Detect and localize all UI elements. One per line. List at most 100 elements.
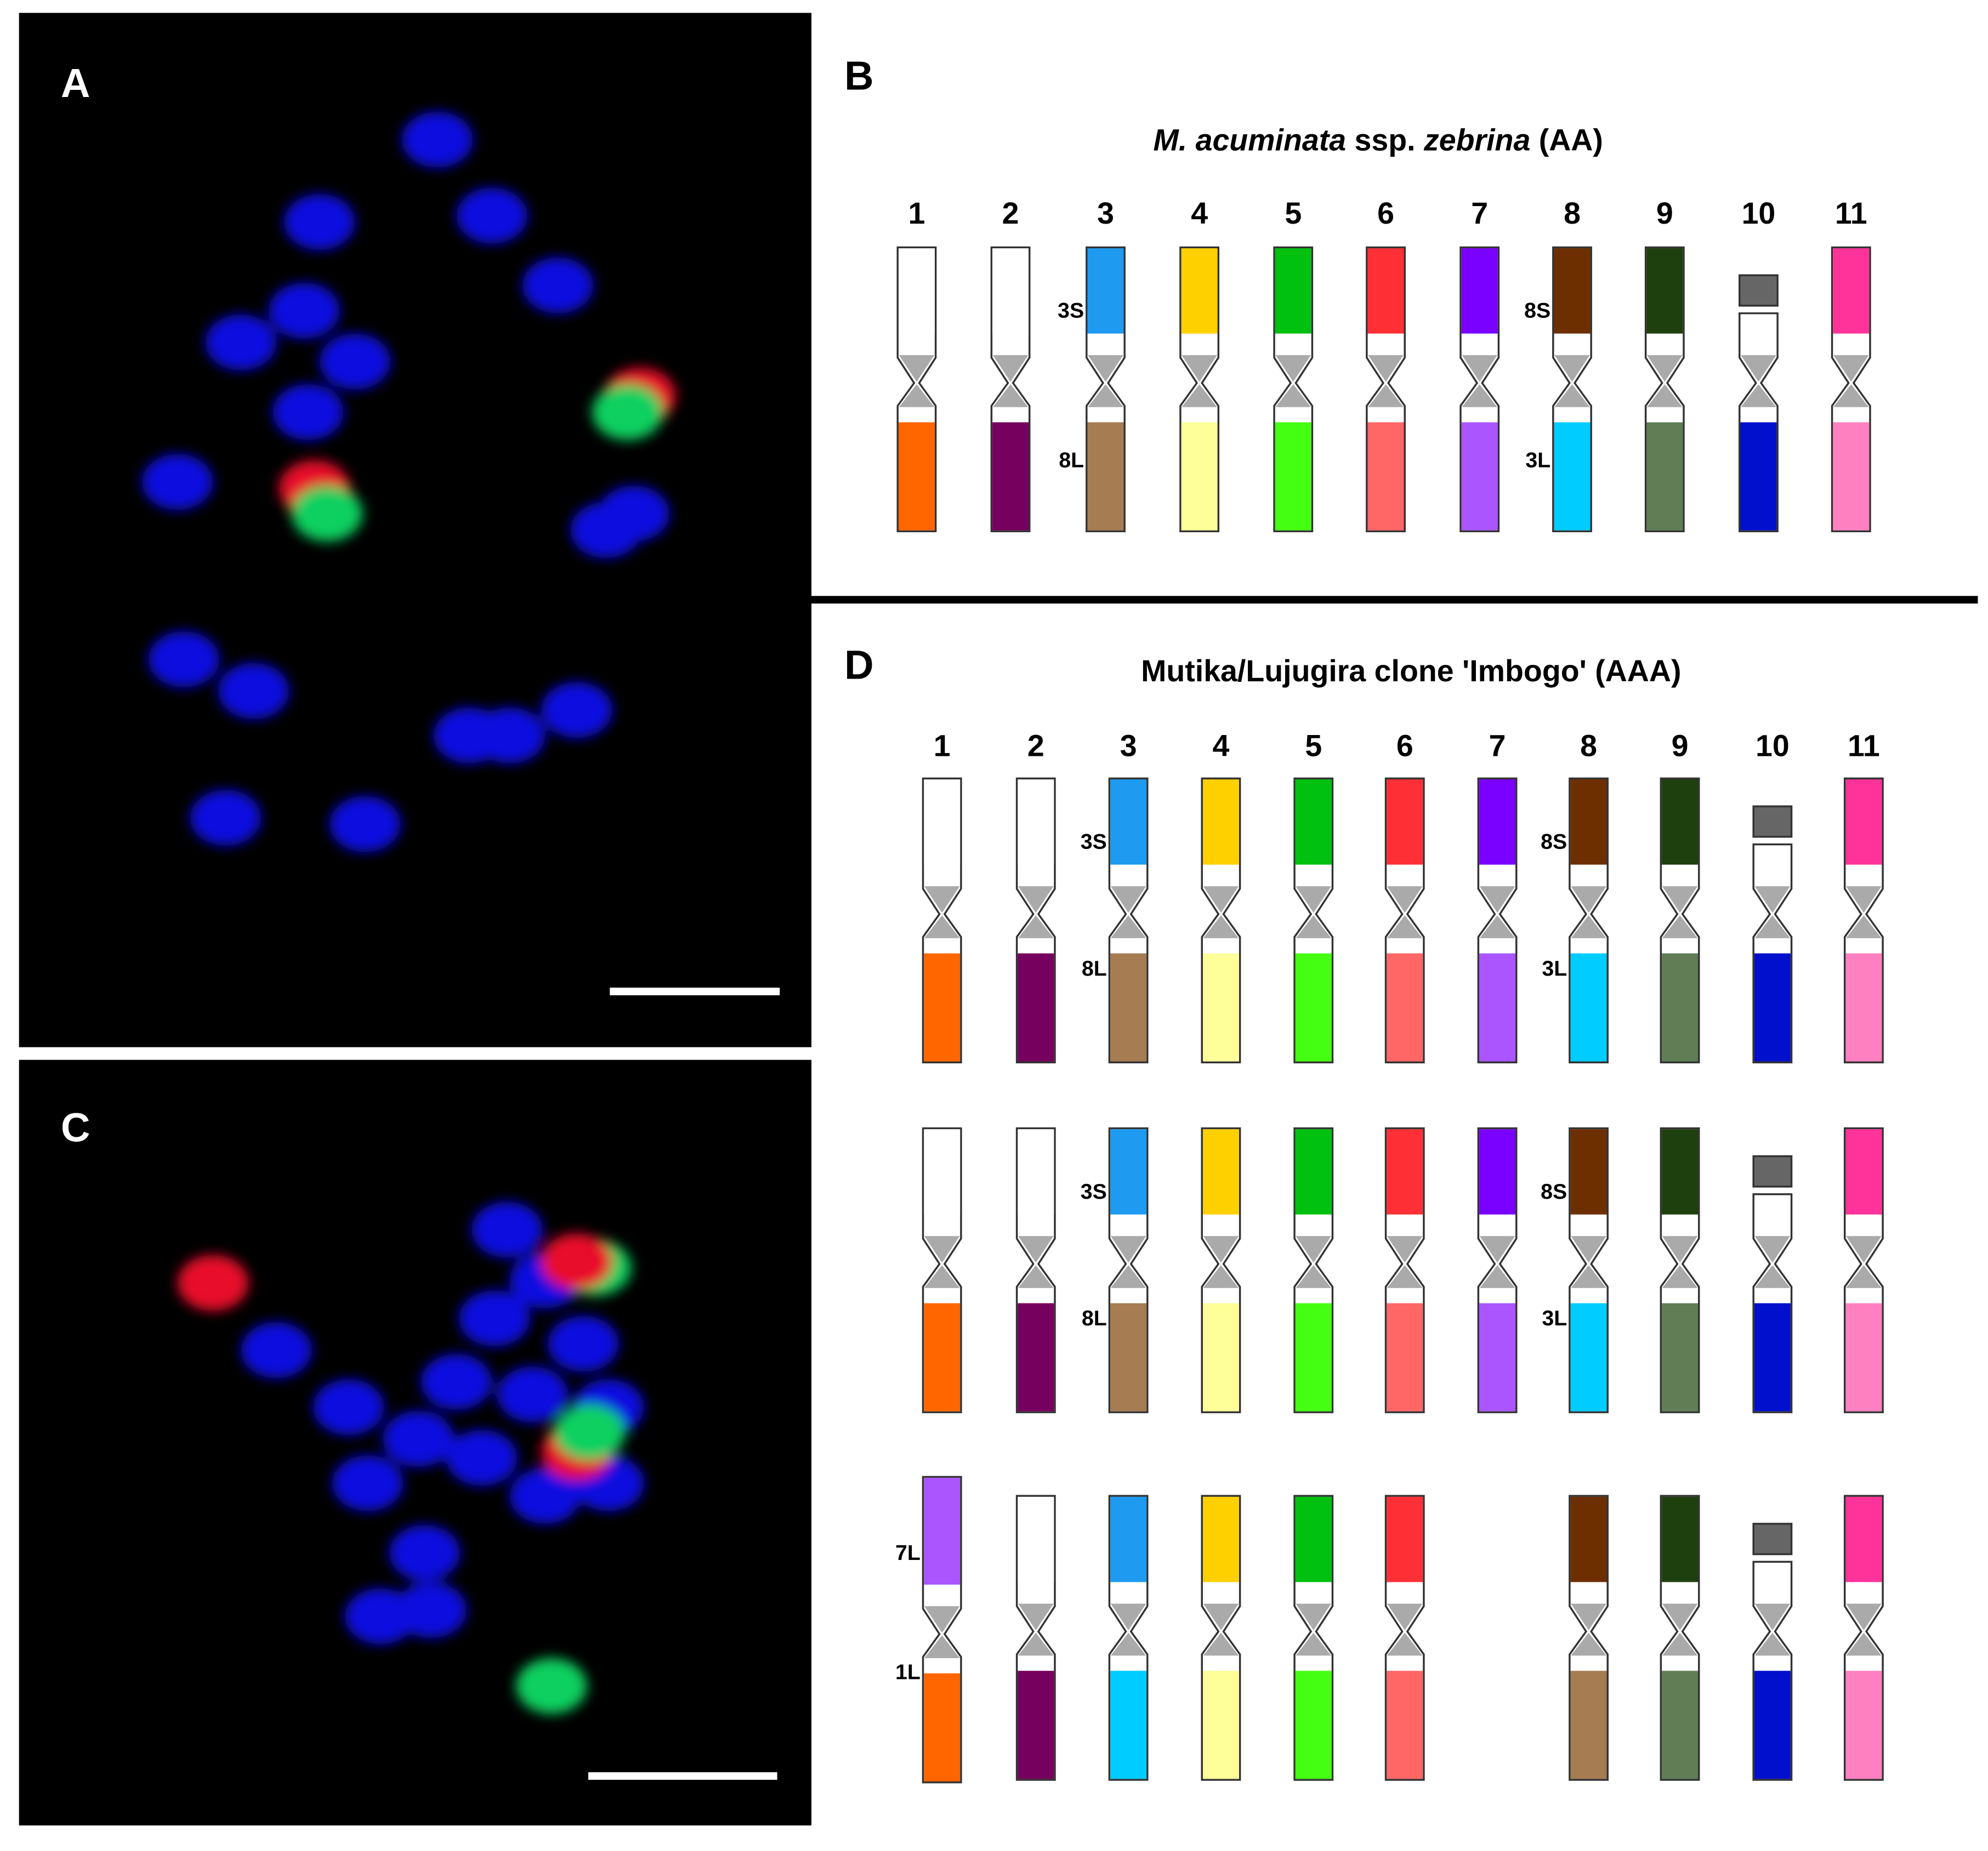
short-arm: [924, 1129, 961, 1215]
chromosome: [1552, 246, 1592, 533]
satellite: [1739, 274, 1779, 307]
chromosome-number: 3: [1097, 196, 1114, 230]
centromere: [924, 1236, 960, 1288]
chromosome-number: 6: [1396, 728, 1413, 762]
long-arm: [1833, 422, 1870, 531]
chromosome-number: 11: [1848, 728, 1880, 762]
long-arm: [1646, 422, 1683, 531]
short-arm: [1479, 1129, 1516, 1215]
centromere: [1387, 1236, 1423, 1288]
satellite: [1752, 1155, 1793, 1188]
centromere: [1203, 1236, 1239, 1288]
long-arm: [898, 422, 935, 531]
short-arm: [1202, 1496, 1239, 1582]
signal: [313, 1379, 384, 1436]
chromosome: [990, 246, 1031, 533]
chromosome: [1843, 777, 1884, 1063]
arm-label: 8L: [1082, 1306, 1107, 1330]
chromosome-number: 3: [1120, 728, 1137, 762]
centromere: [1846, 886, 1882, 938]
long-arm: [1181, 422, 1218, 531]
centromere: [1479, 886, 1515, 938]
title-part: ssp.: [1346, 123, 1424, 157]
chromosome: [922, 1127, 962, 1414]
long-arm: [1387, 1671, 1423, 1779]
short-arm: [1662, 1129, 1699, 1215]
signal: [570, 502, 642, 558]
short-arm: [1479, 779, 1516, 865]
long-arm: [1570, 1671, 1607, 1779]
satellite: [1752, 1523, 1793, 1556]
chromosome-number: 10: [1742, 196, 1776, 230]
centromere: [1662, 886, 1698, 938]
centromere: [1296, 1236, 1332, 1288]
arm-label: 8S: [1541, 830, 1567, 854]
centromere: [924, 1606, 960, 1659]
chromosome-number: 2: [1027, 728, 1044, 762]
chromosome: [1293, 1495, 1334, 1781]
signal: [319, 333, 391, 390]
centromere: [1110, 886, 1146, 938]
panel-title: M. acuminata ssp. zebrina (AA): [1154, 123, 1603, 157]
signal: [272, 384, 344, 440]
arm-label: 3S: [1081, 830, 1107, 854]
signal: [330, 796, 401, 852]
chromosome: [1843, 1495, 1884, 1781]
long-arm: [992, 422, 1029, 531]
centromere: [1571, 886, 1606, 938]
panel-title: Mutika/Lujugira clone 'Imbogo' (AAA): [1141, 654, 1681, 688]
centromere: [1462, 355, 1498, 407]
short-arm: [1087, 248, 1124, 334]
centromere: [1296, 1603, 1332, 1656]
short-arm: [1295, 779, 1332, 865]
signal: [383, 1411, 454, 1467]
signal: [509, 1468, 581, 1524]
long-arm: [1662, 1303, 1699, 1411]
long-arm: [1754, 1671, 1791, 1779]
chromosome: [922, 1476, 962, 1784]
long-arm: [1754, 1303, 1791, 1411]
chromosome: [1459, 246, 1500, 533]
chromosome: [1384, 1127, 1425, 1414]
chromosome-number: 4: [1191, 196, 1208, 230]
short-arm: [1570, 1496, 1607, 1582]
arm-label: 1L: [895, 1660, 921, 1684]
long-arm: [1479, 953, 1516, 1062]
chromosome: [1108, 777, 1149, 1063]
signal: [148, 631, 220, 687]
arm-label: 3L: [1542, 956, 1567, 981]
signal: [177, 1255, 249, 1311]
long-arm: [1110, 1303, 1147, 1411]
signal: [592, 384, 663, 440]
panel-letter: B: [844, 53, 873, 98]
long-arm: [1845, 953, 1882, 1062]
chromosome: [1752, 805, 1793, 1063]
short-arm: [1554, 248, 1591, 334]
long-arm: [1754, 953, 1791, 1062]
short-arm: [1387, 1496, 1423, 1582]
centromere: [1479, 1236, 1515, 1288]
long-arm: [1110, 953, 1147, 1062]
short-arm: [1570, 779, 1607, 865]
chromosome-number: 8: [1564, 196, 1581, 230]
centromere: [1754, 1236, 1791, 1288]
satellite: [1752, 805, 1793, 838]
long-arm: [1845, 1671, 1882, 1779]
chromosome: [1752, 1155, 1793, 1414]
chromosome-number: 6: [1377, 196, 1394, 230]
centromere: [1018, 1236, 1054, 1288]
arm-label: 3L: [1542, 1306, 1567, 1330]
long-arm: [1202, 953, 1239, 1062]
long-arm: [1295, 1303, 1332, 1411]
chromosome: [1831, 246, 1871, 533]
long-arm: [1740, 422, 1777, 531]
chromosome: [1293, 1127, 1334, 1414]
chromosome: [1660, 1127, 1700, 1414]
signal: [218, 663, 289, 719]
chromosome: [1477, 1127, 1518, 1414]
arm-label: 8L: [1082, 956, 1107, 981]
chromosome: [1108, 1495, 1149, 1781]
